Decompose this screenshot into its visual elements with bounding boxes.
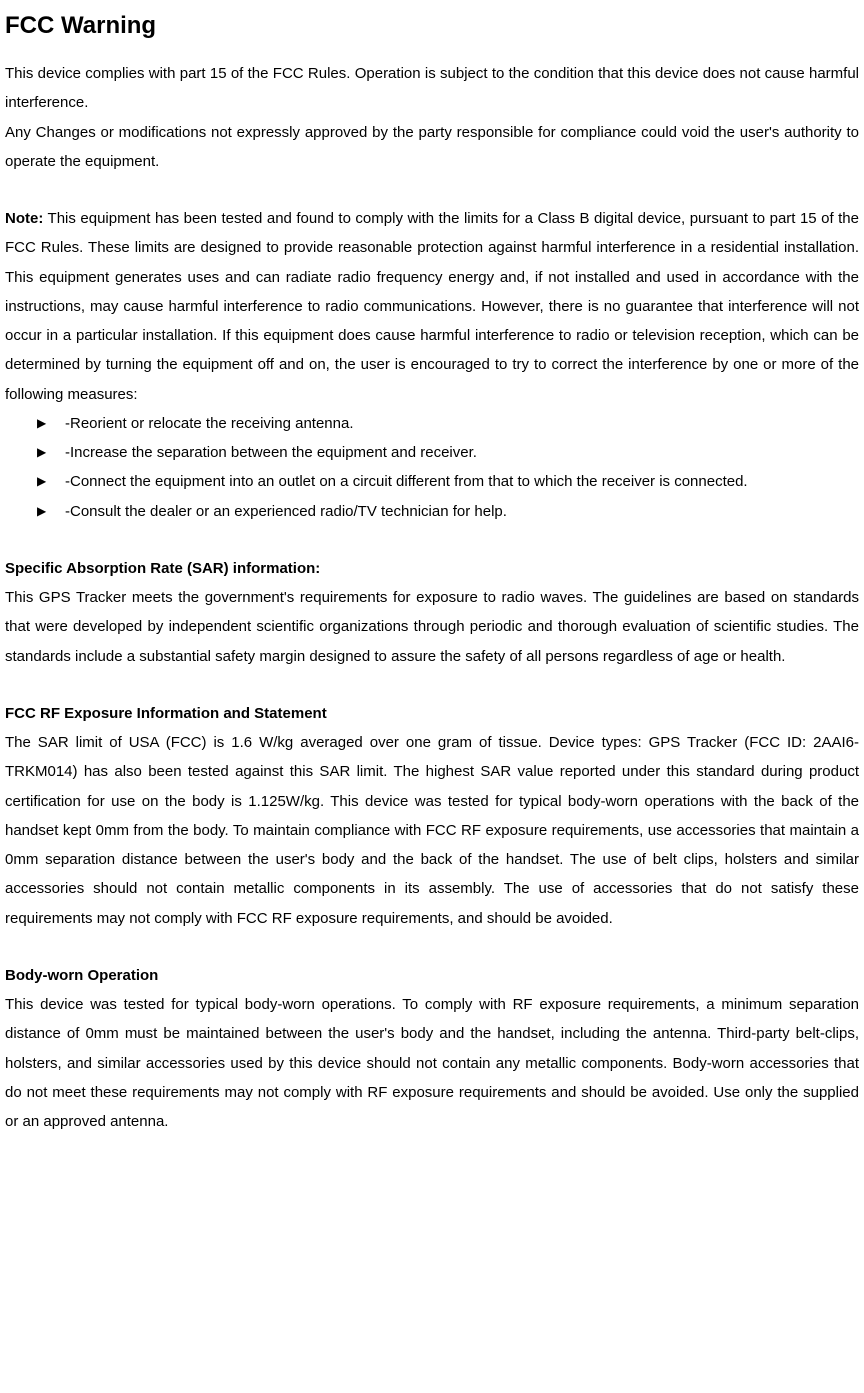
spacer: [5, 176, 859, 204]
rf-text: The SAR limit of USA (FCC) is 1.6 W/kg a…: [5, 728, 859, 933]
bullet-text: -Consult the dealer or an experienced ra…: [59, 497, 859, 526]
list-item: ▶ -Increase the separation between the e…: [37, 438, 859, 467]
page-title: FCC Warning: [5, 10, 859, 41]
spacer: [5, 933, 859, 961]
note-label: Note:: [5, 210, 43, 227]
bullet-text: -Connect the equipment into an outlet on…: [59, 467, 859, 496]
note-text: This equipment has been tested and found…: [5, 210, 859, 403]
list-item: ▶ -Consult the dealer or an experienced …: [37, 497, 859, 526]
list-item: ▶ -Reorient or relocate the receiving an…: [37, 409, 859, 438]
spacer: [5, 526, 859, 554]
bullet-icon: ▶: [37, 438, 59, 464]
bullet-text: -Increase the separation between the equ…: [59, 438, 859, 467]
body-worn-heading: Body-worn Operation: [5, 961, 859, 990]
intro-paragraph-1: This device complies with part 15 of the…: [5, 59, 859, 118]
note-paragraph: Note: This equipment has been tested and…: [5, 204, 859, 409]
bullet-icon: ▶: [37, 467, 59, 493]
intro-paragraph-2: Any Changes or modifications not express…: [5, 118, 859, 177]
spacer: [5, 671, 859, 699]
bullet-text: -Reorient or relocate the receiving ante…: [59, 409, 859, 438]
body-worn-text: This device was tested for typical body-…: [5, 990, 859, 1136]
sar-text: This GPS Tracker meets the government's …: [5, 583, 859, 671]
bullet-icon: ▶: [37, 497, 59, 523]
measures-list: ▶ -Reorient or relocate the receiving an…: [5, 409, 859, 526]
rf-heading: FCC RF Exposure Information and Statemen…: [5, 699, 859, 728]
bullet-icon: ▶: [37, 409, 59, 435]
list-item: ▶ -Connect the equipment into an outlet …: [37, 467, 859, 496]
sar-heading: Specific Absorption Rate (SAR) informati…: [5, 554, 859, 583]
